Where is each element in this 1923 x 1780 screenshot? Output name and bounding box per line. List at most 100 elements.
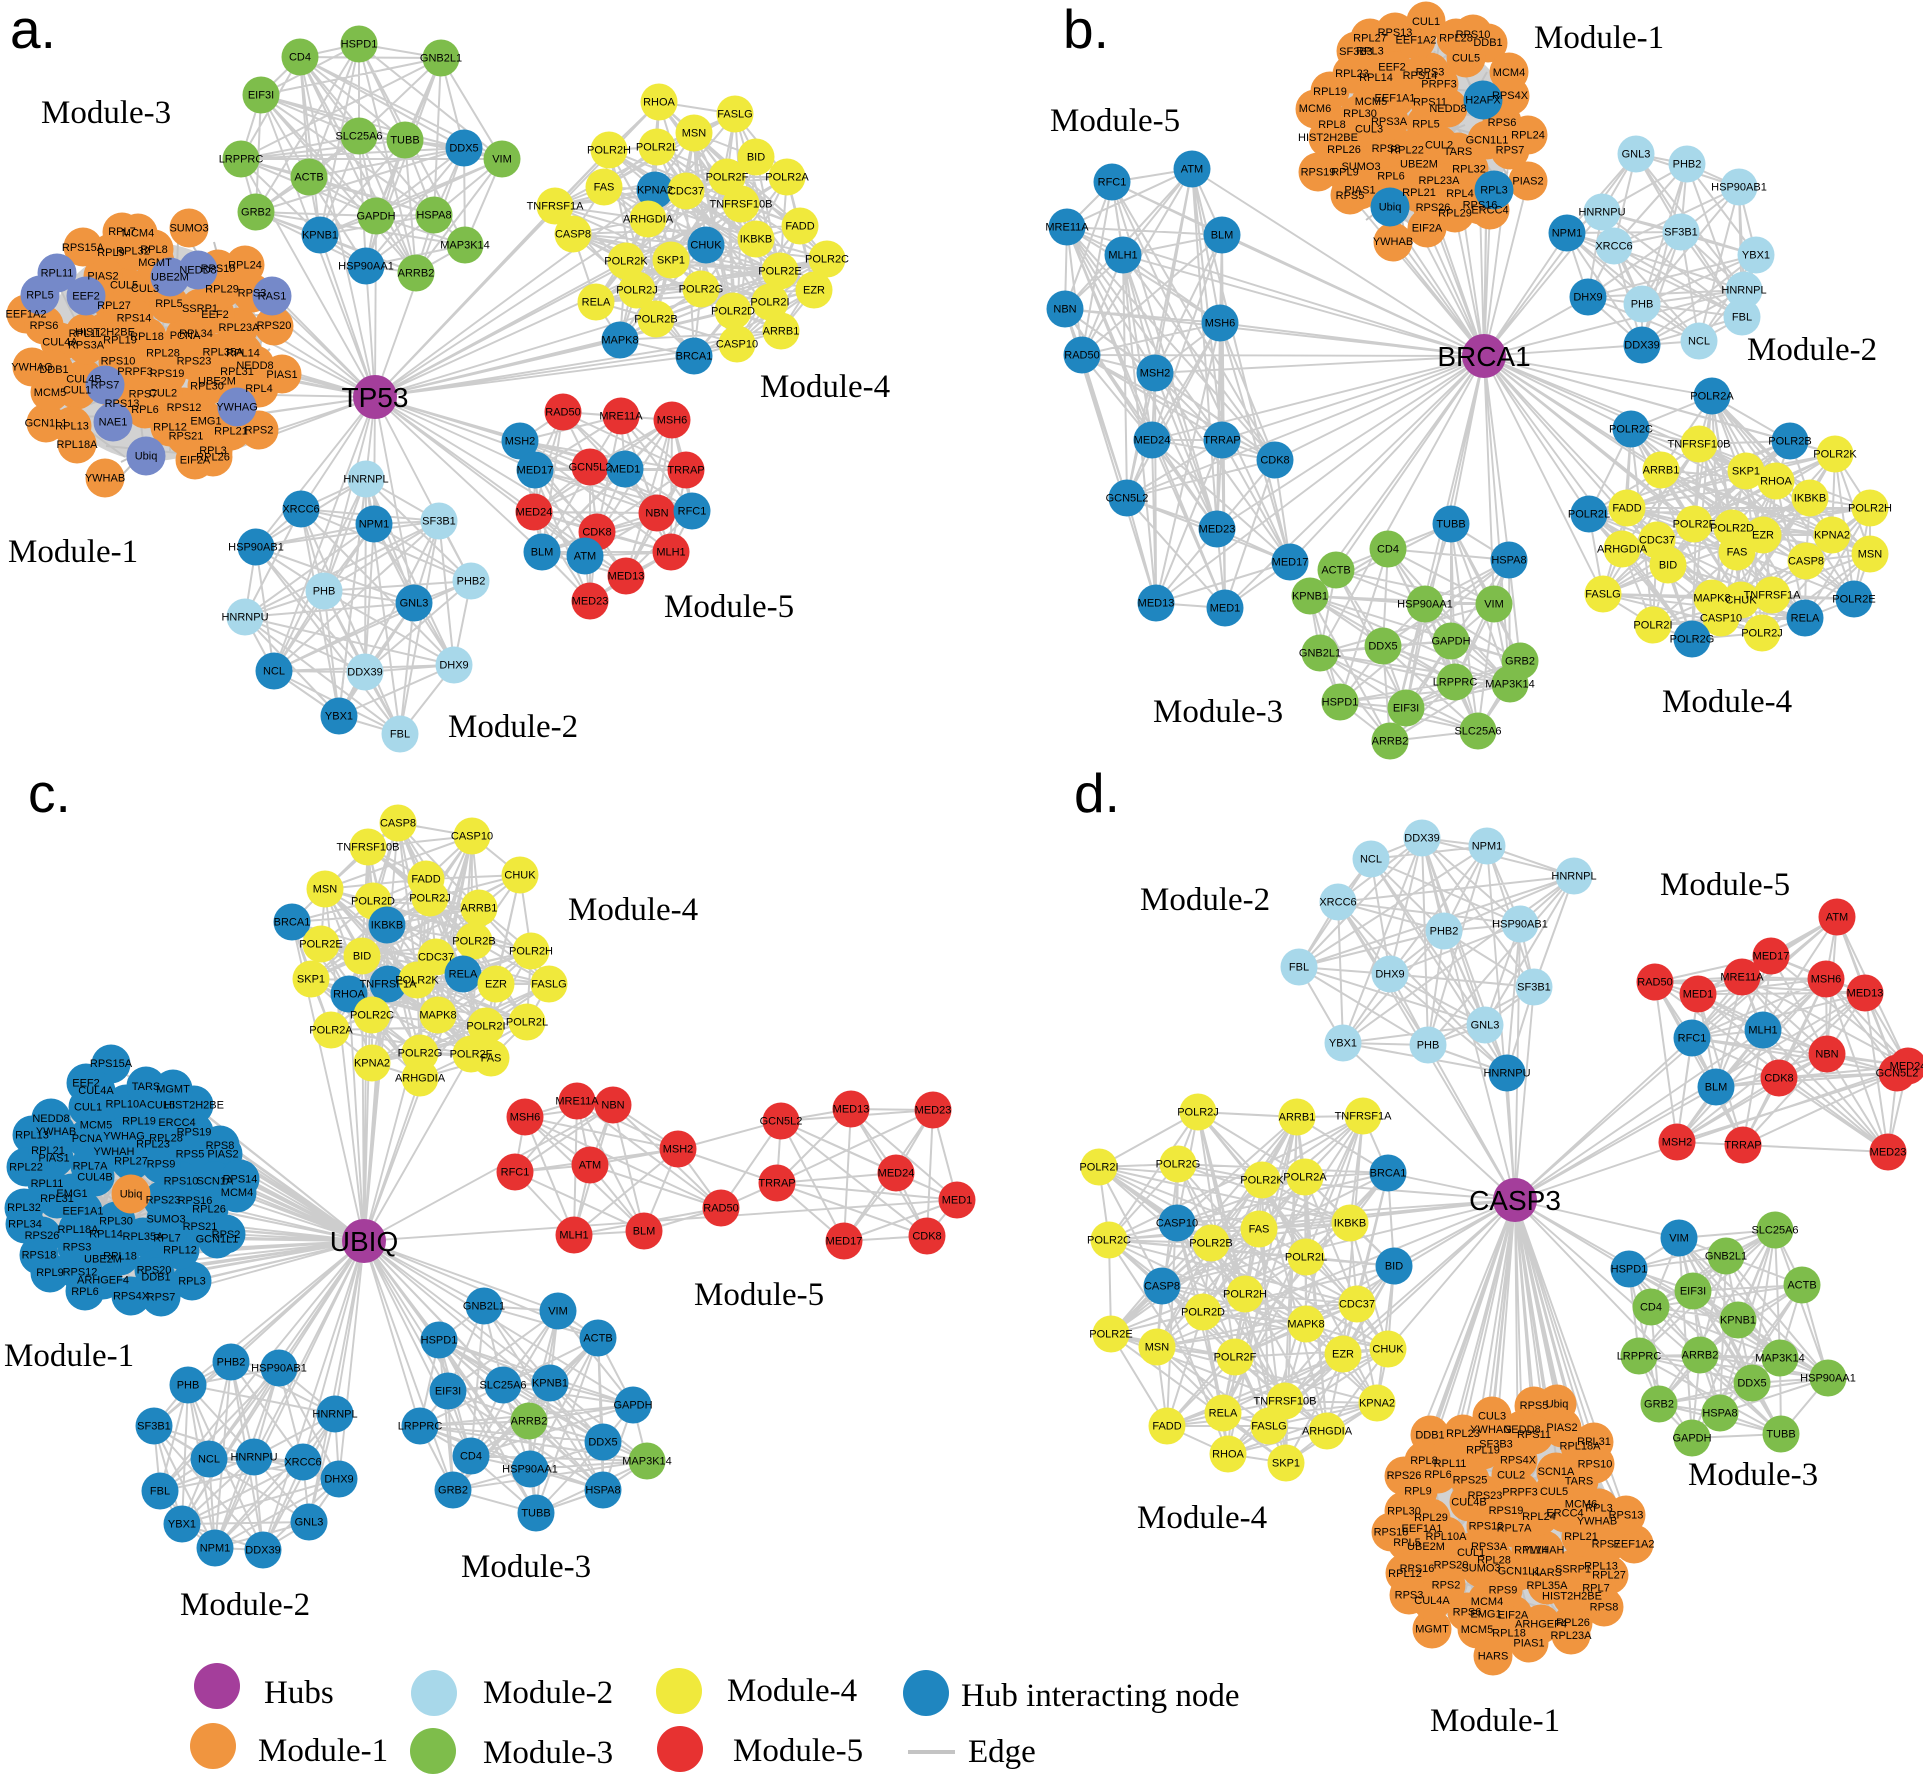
svg-text:MLH1: MLH1 <box>656 547 685 559</box>
svg-text:TUBB: TUBB <box>521 1508 550 1520</box>
svg-text:RPL19: RPL19 <box>103 335 137 347</box>
svg-text:MSH2: MSH2 <box>1662 1137 1693 1149</box>
svg-text:POLR2K: POLR2K <box>1240 1175 1284 1187</box>
svg-text:CASP8: CASP8 <box>380 818 416 830</box>
svg-text:TP53: TP53 <box>342 382 409 413</box>
svg-text:POLR2H: POLR2H <box>587 145 631 157</box>
svg-text:RPL6: RPL6 <box>1377 171 1405 183</box>
svg-text:BID: BID <box>1659 560 1677 572</box>
svg-text:MED23: MED23 <box>1199 524 1236 536</box>
svg-text:MSN: MSN <box>313 884 338 896</box>
svg-text:MSH2: MSH2 <box>663 1144 694 1156</box>
svg-text:FASLG: FASLG <box>717 109 752 121</box>
svg-text:RPL12: RPL12 <box>1388 1568 1422 1580</box>
svg-text:DDX39: DDX39 <box>347 667 382 679</box>
svg-text:SLC25A6: SLC25A6 <box>1454 726 1501 738</box>
svg-text:RPL6: RPL6 <box>71 1286 99 1298</box>
svg-text:CUL4A: CUL4A <box>1414 1595 1450 1607</box>
svg-text:RHOA: RHOA <box>333 989 365 1001</box>
svg-text:YWHAG: YWHAG <box>1470 1424 1512 1436</box>
svg-text:KPNA2: KPNA2 <box>1814 530 1850 542</box>
svg-text:RPS19: RPS19 <box>177 1127 212 1139</box>
svg-text:MED13: MED13 <box>833 1104 870 1116</box>
svg-text:RHOA: RHOA <box>1212 1449 1244 1461</box>
svg-text:MED13: MED13 <box>1138 598 1175 610</box>
svg-text:RPL28: RPL28 <box>146 348 180 360</box>
svg-text:Module-4: Module-4 <box>1662 684 1792 720</box>
svg-text:RPS3: RPS3 <box>63 1242 92 1254</box>
svg-text:RPL18A: RPL18A <box>57 439 99 451</box>
svg-text:MCM5: MCM5 <box>1355 96 1387 108</box>
svg-text:RPL27: RPL27 <box>114 1156 148 1168</box>
svg-text:SLC25A6: SLC25A6 <box>335 131 382 143</box>
svg-text:MGMT: MGMT <box>156 1083 190 1095</box>
svg-text:POLR2A: POLR2A <box>1283 1172 1327 1184</box>
svg-text:POLR2A: POLR2A <box>1690 391 1734 403</box>
svg-text:MSH6: MSH6 <box>1205 318 1236 330</box>
svg-text:RPS13: RPS13 <box>1609 1510 1644 1522</box>
svg-text:ARRB1: ARRB1 <box>461 903 498 915</box>
svg-text:BLM: BLM <box>1211 230 1234 242</box>
svg-text:SF3B1: SF3B1 <box>1517 982 1551 994</box>
svg-text:HSPA8: HSPA8 <box>1491 555 1526 567</box>
svg-text:YWHAH: YWHAH <box>1524 1545 1565 1557</box>
svg-text:UBE2M: UBE2M <box>198 376 236 388</box>
svg-text:POLR2C: POLR2C <box>1087 1235 1131 1247</box>
svg-text:CUL3: CUL3 <box>1478 1411 1506 1423</box>
svg-text:PIAS1: PIAS1 <box>266 369 297 381</box>
svg-text:SUMO3: SUMO3 <box>1341 161 1380 173</box>
svg-text:POLR2L: POLR2L <box>1568 509 1610 521</box>
svg-text:CASP8: CASP8 <box>555 229 591 241</box>
svg-text:DHX9: DHX9 <box>1375 969 1404 981</box>
svg-text:POLR2L: POLR2L <box>636 142 678 154</box>
svg-text:RPL32: RPL32 <box>7 1202 41 1214</box>
svg-text:Edge: Edge <box>968 1734 1036 1770</box>
svg-text:XRCC6: XRCC6 <box>1319 897 1356 909</box>
svg-text:LRPPRC: LRPPRC <box>1617 1351 1662 1363</box>
svg-text:EZR: EZR <box>1752 530 1774 542</box>
svg-text:MED23: MED23 <box>915 1105 952 1117</box>
svg-text:RPL11: RPL11 <box>69 328 102 340</box>
svg-text:ARHGDIA: ARHGDIA <box>1597 544 1648 556</box>
svg-text:SLC25A6: SLC25A6 <box>1751 1225 1798 1237</box>
svg-text:GNB2L1: GNB2L1 <box>420 53 462 65</box>
svg-text:GCN1L1: GCN1L1 <box>1498 1566 1541 1578</box>
svg-text:MCM4: MCM4 <box>1493 67 1525 79</box>
svg-text:RELA: RELA <box>582 297 611 309</box>
svg-text:YWHAB: YWHAB <box>85 473 125 485</box>
svg-text:POLR2B: POLR2B <box>452 936 495 948</box>
svg-text:MSH6: MSH6 <box>510 1112 541 1124</box>
svg-text:POLR2B: POLR2B <box>1768 436 1811 448</box>
svg-text:HSPA8: HSPA8 <box>416 210 451 222</box>
svg-text:MAPK8: MAPK8 <box>419 1010 456 1022</box>
svg-text:Module-1: Module-1 <box>1430 1703 1560 1739</box>
svg-text:MSH6: MSH6 <box>657 415 688 427</box>
svg-text:HSPD1: HSPD1 <box>421 1335 458 1347</box>
svg-text:NBN: NBN <box>1053 304 1076 316</box>
svg-text:RPL18: RPL18 <box>103 1250 137 1262</box>
svg-text:EIF2A: EIF2A <box>1412 222 1443 234</box>
svg-text:RPL13: RPL13 <box>55 421 89 433</box>
svg-text:Module-2: Module-2 <box>1747 332 1877 368</box>
svg-text:CDC37: CDC37 <box>1339 1299 1375 1311</box>
svg-text:KPNB1: KPNB1 <box>1292 591 1328 603</box>
svg-text:CDK8: CDK8 <box>912 1231 941 1243</box>
svg-text:XRCC6: XRCC6 <box>1595 241 1632 253</box>
svg-text:RPL19: RPL19 <box>122 1115 156 1127</box>
svg-text:POLR2B: POLR2B <box>634 314 677 326</box>
svg-text:FAS: FAS <box>594 182 615 194</box>
svg-text:RFC1: RFC1 <box>678 506 707 518</box>
svg-text:MRE11A: MRE11A <box>1720 972 1764 984</box>
svg-text:Module-2: Module-2 <box>180 1587 310 1623</box>
svg-text:MRE11A: MRE11A <box>555 1096 599 1108</box>
svg-text:MSH6: MSH6 <box>1811 974 1842 986</box>
svg-text:BRCA1: BRCA1 <box>1437 341 1530 372</box>
svg-text:TRRAP: TRRAP <box>758 1178 795 1190</box>
svg-text:ARHGDIA: ARHGDIA <box>395 1073 446 1085</box>
svg-text:NCL: NCL <box>1688 336 1710 348</box>
svg-text:RPL3: RPL3 <box>178 1276 206 1288</box>
svg-text:HSP90AA1: HSP90AA1 <box>502 1464 558 1476</box>
svg-text:RPL26: RPL26 <box>1327 144 1361 156</box>
svg-text:POLR2I: POLR2I <box>1079 1162 1118 1174</box>
svg-text:MED1: MED1 <box>1683 989 1714 1001</box>
